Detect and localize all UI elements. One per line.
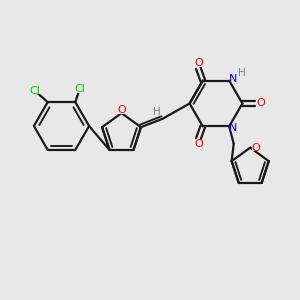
Bar (29, 87, 41, 94)
Text: O: O (117, 105, 126, 115)
Text: H: H (238, 68, 246, 78)
Text: Cl: Cl (30, 86, 40, 96)
Text: O: O (252, 143, 261, 153)
Bar (256, 100, 263, 107)
Bar (230, 124, 236, 131)
Bar (195, 140, 202, 147)
Text: N: N (229, 74, 238, 84)
Bar (195, 60, 202, 67)
Bar (118, 107, 125, 114)
Text: N: N (229, 123, 238, 133)
Bar (74, 86, 85, 93)
Text: H: H (153, 107, 161, 117)
Bar (252, 144, 259, 151)
Bar (230, 76, 236, 83)
Text: O: O (194, 140, 203, 149)
Text: O: O (194, 58, 203, 68)
Bar (154, 109, 160, 115)
Text: Cl: Cl (74, 85, 85, 94)
Text: O: O (256, 98, 265, 109)
